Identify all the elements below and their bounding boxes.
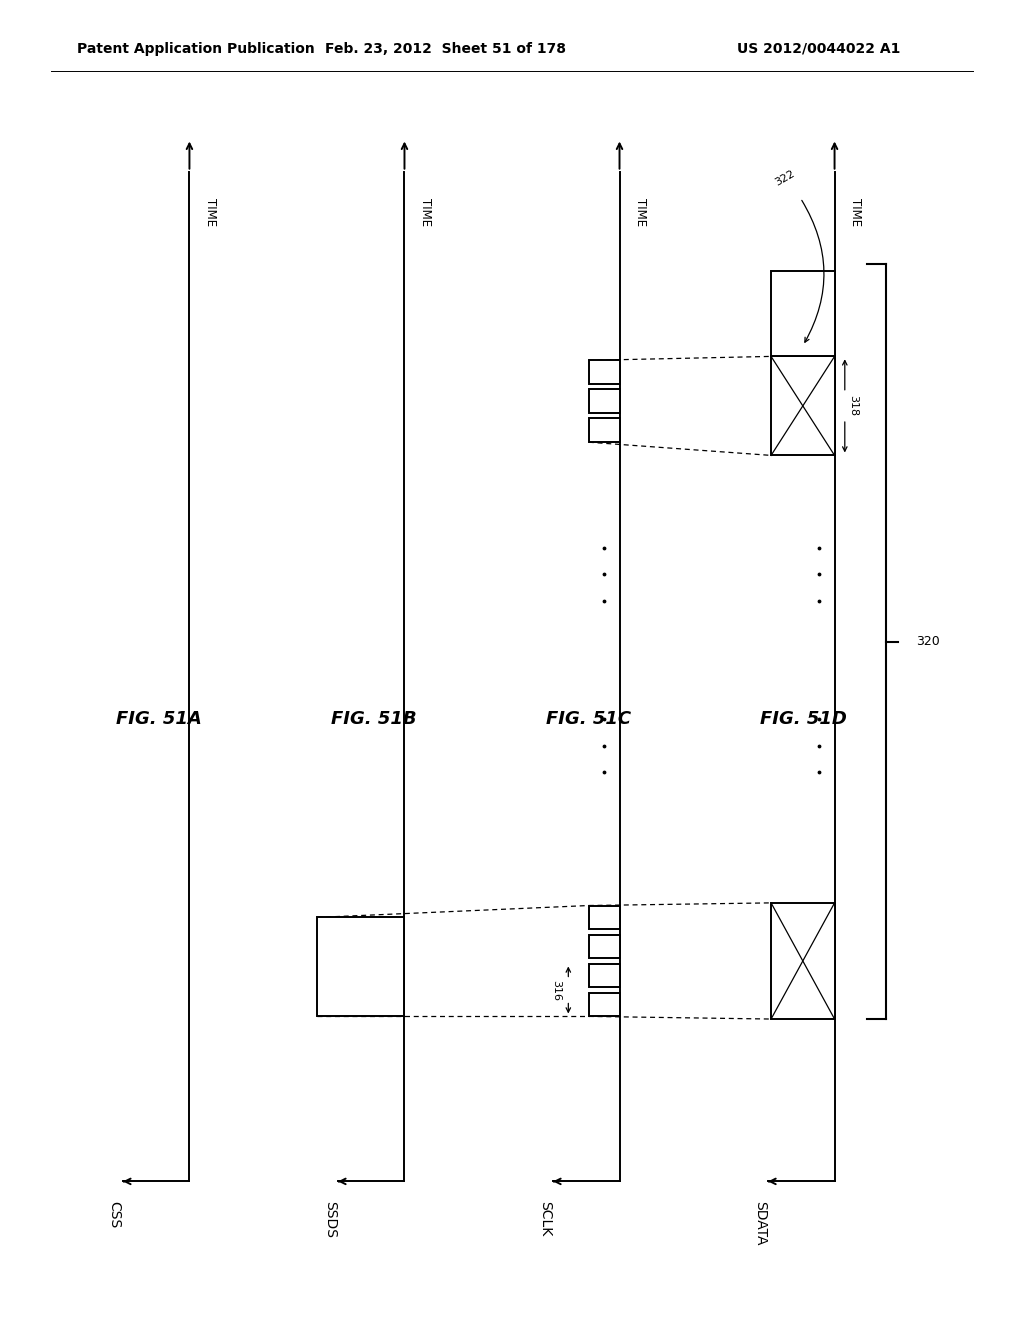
Bar — [589, 389, 620, 413]
Text: SDATA: SDATA — [753, 1201, 767, 1246]
Text: SSDS: SSDS — [323, 1201, 337, 1238]
Text: TIME: TIME — [849, 198, 862, 226]
Text: Patent Application Publication: Patent Application Publication — [77, 42, 314, 55]
Text: FIG. 51A: FIG. 51A — [116, 710, 202, 729]
Text: FIG. 51D: FIG. 51D — [761, 710, 847, 729]
Text: 322: 322 — [773, 168, 797, 187]
Text: CSS: CSS — [108, 1201, 122, 1229]
Text: TIME: TIME — [204, 198, 217, 226]
Text: FIG. 51C: FIG. 51C — [546, 710, 632, 729]
Text: 320: 320 — [916, 635, 940, 648]
Text: SCLK: SCLK — [538, 1201, 552, 1237]
Text: 318: 318 — [848, 395, 858, 417]
Bar — [589, 993, 620, 1016]
Bar — [589, 935, 620, 958]
Text: TIME: TIME — [419, 198, 432, 226]
Bar — [317, 917, 404, 1016]
Bar — [589, 418, 620, 442]
Bar — [589, 906, 620, 929]
Text: FIG. 51B: FIG. 51B — [331, 710, 417, 729]
Text: 316: 316 — [551, 979, 561, 1001]
Bar — [589, 360, 620, 384]
Bar — [771, 271, 835, 356]
Bar — [771, 903, 835, 1019]
Text: US 2012/0044022 A1: US 2012/0044022 A1 — [737, 42, 901, 55]
Text: Feb. 23, 2012  Sheet 51 of 178: Feb. 23, 2012 Sheet 51 of 178 — [325, 42, 566, 55]
Text: TIME: TIME — [634, 198, 647, 226]
Bar — [771, 356, 835, 455]
Bar — [589, 964, 620, 987]
